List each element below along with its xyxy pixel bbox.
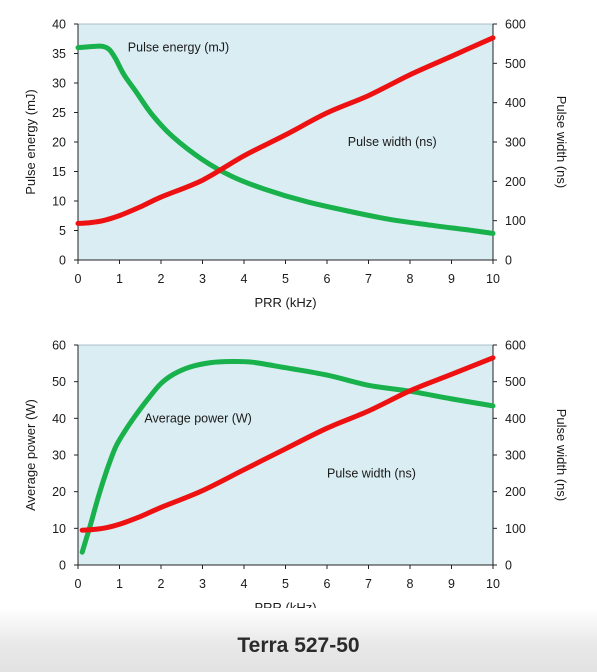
x-tick-label: 3 (199, 272, 206, 286)
y-tick-label-right: 300 (505, 449, 526, 463)
x-tick-label: 5 (282, 577, 289, 591)
plot-area (77, 344, 494, 566)
x-tick-label: 7 (365, 272, 372, 286)
series-label: Pulse width (ns) (348, 135, 437, 149)
x-tick-label: 7 (365, 577, 372, 591)
y-tick-label-left: 30 (52, 449, 66, 463)
series-label: Pulse energy (mJ) (128, 41, 229, 55)
x-tick-label: 0 (75, 577, 82, 591)
y-tick-label-right: 600 (505, 339, 526, 353)
x-tick-label: 6 (324, 272, 331, 286)
series-line-pulse-energy (75, 43, 496, 236)
x-tick-label: 9 (448, 577, 455, 591)
y-tick-label-right: 200 (505, 485, 526, 499)
y-tick-label-left: 15 (52, 165, 66, 179)
y-tick-label-right: 300 (505, 136, 526, 150)
series-line-average-power (79, 358, 496, 555)
x-tick-label: 8 (407, 272, 414, 286)
x-axis-label: PRR (kHz) (254, 295, 316, 310)
y-tick-label-right: 500 (505, 57, 526, 71)
x-tick-label: 8 (407, 577, 414, 591)
y-tick-label-left: 0 (59, 559, 66, 573)
y-tick-label-right: 100 (505, 522, 526, 536)
y-tick-label-left: 50 (52, 375, 66, 389)
y-axis-label-right: Pulse width (ns) (554, 96, 569, 188)
x-tick-label: 1 (116, 272, 123, 286)
y-tick-label-left: 0 (59, 254, 66, 268)
y-tick-label-left: 20 (52, 136, 66, 150)
y-axis-label-right: Pulse width (ns) (554, 409, 569, 501)
series-line-pulse-width (79, 355, 496, 533)
y-tick-label-right: 0 (505, 254, 512, 268)
x-tick-label: 9 (448, 272, 455, 286)
y-tick-label-left: 40 (52, 412, 66, 426)
y-tick-label-left: 35 (52, 47, 66, 61)
y-tick-label-left: 20 (52, 485, 66, 499)
y-tick-label-right: 600 (505, 18, 526, 32)
y-tick-label-left: 10 (52, 195, 66, 209)
series-label: Pulse width (ns) (327, 466, 416, 480)
figure-caption: Terra 527-50 (237, 634, 360, 657)
y-tick-label-right: 400 (505, 96, 526, 110)
y-tick-label-left: 60 (52, 339, 66, 353)
plot-area (77, 23, 494, 261)
y-axis-label-left: Average power (W) (23, 399, 38, 511)
x-tick-label: 4 (241, 272, 248, 286)
y-axis-label-left: Pulse energy (mJ) (23, 89, 38, 194)
x-tick-label: 4 (241, 577, 248, 591)
x-tick-label: 2 (158, 577, 165, 591)
x-tick-label: 5 (282, 272, 289, 286)
y-tick-label-left: 25 (52, 106, 66, 120)
x-tick-label: 0 (75, 272, 82, 286)
y-tick-label-right: 0 (505, 559, 512, 573)
x-tick-label: 10 (486, 272, 500, 286)
x-tick-label: 1 (116, 577, 123, 591)
y-tick-label-left: 40 (52, 18, 66, 32)
series-line-pulse-width (75, 35, 496, 226)
y-tick-label-right: 200 (505, 175, 526, 189)
series-label: Average power (W) (144, 411, 251, 425)
y-tick-label-right: 500 (505, 375, 526, 389)
x-tick-label: 2 (158, 272, 165, 286)
y-tick-label-left: 30 (52, 77, 66, 91)
caption-band (0, 608, 597, 672)
x-tick-label: 10 (486, 577, 500, 591)
y-tick-label-left: 10 (52, 522, 66, 536)
x-tick-label: 6 (324, 577, 331, 591)
y-tick-label-left: 5 (59, 224, 66, 238)
y-tick-label-right: 100 (505, 214, 526, 228)
y-tick-label-right: 400 (505, 412, 526, 426)
chart-top: 0 1 2 3 4 5 6 7 8 9 100510152025303540010020030040… (23, 18, 569, 311)
chart-bottom: 0 1 2 3 4 5 6 7 8 9 100102030405060010020030040050… (23, 339, 569, 616)
x-tick-label: 3 (199, 577, 206, 591)
